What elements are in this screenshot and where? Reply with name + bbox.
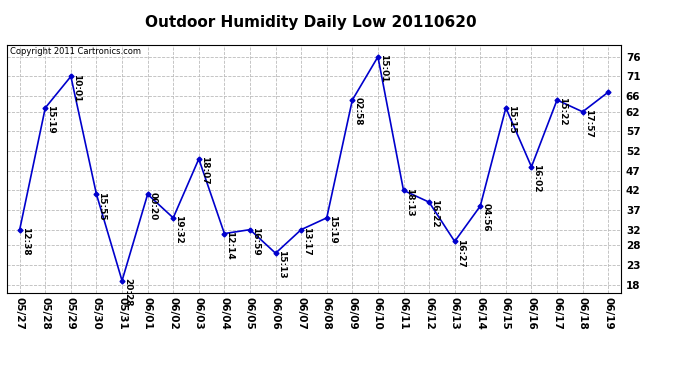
Text: 15:01: 15:01	[379, 54, 388, 82]
Text: 16:27: 16:27	[455, 238, 465, 267]
Text: 15:15: 15:15	[507, 105, 516, 134]
Text: Outdoor Humidity Daily Low 20110620: Outdoor Humidity Daily Low 20110620	[145, 15, 476, 30]
Text: 15:13: 15:13	[277, 251, 286, 279]
Text: 10:01: 10:01	[72, 74, 81, 102]
Text: 15:19: 15:19	[328, 215, 337, 244]
Text: 15:55: 15:55	[97, 192, 106, 220]
Text: 02:58: 02:58	[353, 97, 362, 126]
Text: 12:14: 12:14	[226, 231, 235, 260]
Text: 00:20: 00:20	[148, 192, 158, 220]
Text: 17:57: 17:57	[584, 109, 593, 138]
Text: 19:32: 19:32	[175, 215, 184, 244]
Text: 15:19: 15:19	[46, 105, 55, 134]
Text: 13:17: 13:17	[302, 227, 311, 256]
Text: 04:56: 04:56	[482, 203, 491, 232]
Text: 18:13: 18:13	[404, 188, 413, 216]
Text: 20:28: 20:28	[123, 278, 132, 306]
Text: Copyright 2011 Cartronics.com: Copyright 2011 Cartronics.com	[10, 48, 141, 57]
Text: 16:02: 16:02	[533, 164, 542, 192]
Text: 12:38: 12:38	[21, 227, 30, 255]
Text: 15:22: 15:22	[558, 97, 567, 126]
Text: 18:07: 18:07	[200, 156, 209, 185]
Text: 16:59: 16:59	[251, 227, 260, 256]
Text: 16:22: 16:22	[430, 200, 439, 228]
